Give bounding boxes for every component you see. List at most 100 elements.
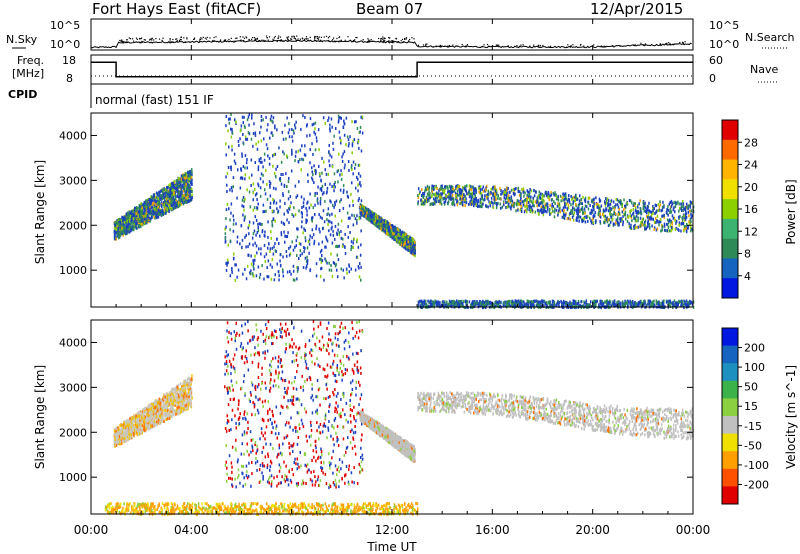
power-cell [141, 219, 143, 223]
power-cell [260, 247, 262, 251]
power-cell [525, 201, 528, 205]
n-search-point [333, 40, 336, 42]
power-cell [133, 225, 135, 229]
power-cell [162, 190, 164, 194]
n-search-point [328, 39, 330, 42]
power-cell [283, 212, 285, 216]
power-cell [272, 198, 274, 201]
power-cell [421, 200, 424, 204]
n-search-point [601, 46, 603, 48]
power-cell [185, 177, 187, 181]
power-cell [610, 199, 613, 203]
power-cell [224, 232, 227, 236]
n-search-point [183, 37, 185, 39]
power-cell [252, 198, 254, 202]
power-cell [376, 220, 378, 224]
power-cell [314, 148, 317, 152]
power-cell [165, 211, 167, 215]
power-cell [356, 219, 358, 222]
power-cell [154, 208, 156, 212]
power-cell [400, 241, 402, 245]
power-cell [548, 209, 551, 213]
power-cell [246, 188, 248, 192]
power-cell [235, 222, 237, 226]
power-cell [252, 132, 255, 135]
n-search-point [304, 38, 306, 40]
power-cell [428, 187, 430, 191]
power-cell [260, 172, 263, 176]
power-cell [494, 191, 497, 195]
power-cell [144, 220, 147, 224]
power-cell [319, 215, 322, 219]
power-cell [232, 229, 235, 233]
power-cell [159, 209, 162, 212]
n-search-point [495, 44, 497, 46]
power-cell [308, 242, 311, 246]
power-cell [299, 158, 301, 161]
power-cell [578, 199, 581, 203]
power-cell [188, 174, 191, 178]
n-search-point [278, 35, 280, 37]
n-search-point [193, 38, 195, 40]
power-cell [306, 123, 308, 127]
power-cell [242, 272, 244, 276]
n-search-point [279, 36, 282, 38]
power-cell [354, 163, 357, 167]
power-cell [247, 253, 249, 257]
n-search-point [391, 40, 394, 43]
power-cell [238, 143, 240, 147]
power-cell [587, 207, 590, 211]
power-cell [456, 197, 458, 201]
power-cell [652, 205, 654, 208]
power-cell [312, 153, 314, 156]
power-cell [669, 224, 672, 228]
n-search-point [452, 44, 454, 46]
power-cell [382, 222, 385, 226]
power-cell [314, 127, 316, 131]
n-search-point [520, 44, 522, 46]
power-cell [479, 200, 481, 204]
power-cell [537, 212, 540, 216]
power-cell [366, 207, 368, 211]
power-cell [298, 241, 301, 245]
power-cell [413, 239, 415, 243]
power-cell [559, 206, 561, 210]
power-cell [425, 198, 428, 202]
power-cell [606, 220, 609, 224]
power-cell [626, 220, 629, 223]
power-cell [329, 233, 332, 237]
power-cell [398, 240, 400, 244]
power-cell [267, 123, 269, 127]
power-cell [602, 208, 605, 212]
power-cell [352, 245, 355, 249]
power-cell [259, 131, 261, 135]
n-search-point [213, 39, 215, 42]
power-cell [347, 225, 349, 229]
power-cell [343, 150, 346, 154]
power-cell [587, 214, 589, 218]
n-search-point [367, 38, 369, 40]
power-cell [304, 153, 307, 157]
power-cell [374, 216, 376, 220]
power-cell [534, 210, 537, 214]
n-search-point [684, 41, 686, 43]
power-cell [269, 263, 272, 267]
power-cell [644, 210, 647, 214]
power-cell [683, 229, 685, 233]
power-cell [244, 235, 246, 239]
power-cell [642, 207, 644, 210]
power-cell [633, 227, 635, 230]
power-cell [476, 202, 478, 206]
power-cell [537, 195, 540, 199]
power-cell [361, 207, 363, 210]
n-search-point [205, 38, 208, 40]
power-cell [360, 211, 362, 214]
power-cell [133, 209, 136, 213]
n-search-point [254, 38, 256, 40]
power-cell [658, 208, 661, 212]
power-cell [123, 216, 125, 220]
power-cell [140, 222, 142, 226]
power-cell [329, 220, 331, 224]
n-search-point [316, 36, 319, 38]
n-search-point [261, 39, 263, 41]
